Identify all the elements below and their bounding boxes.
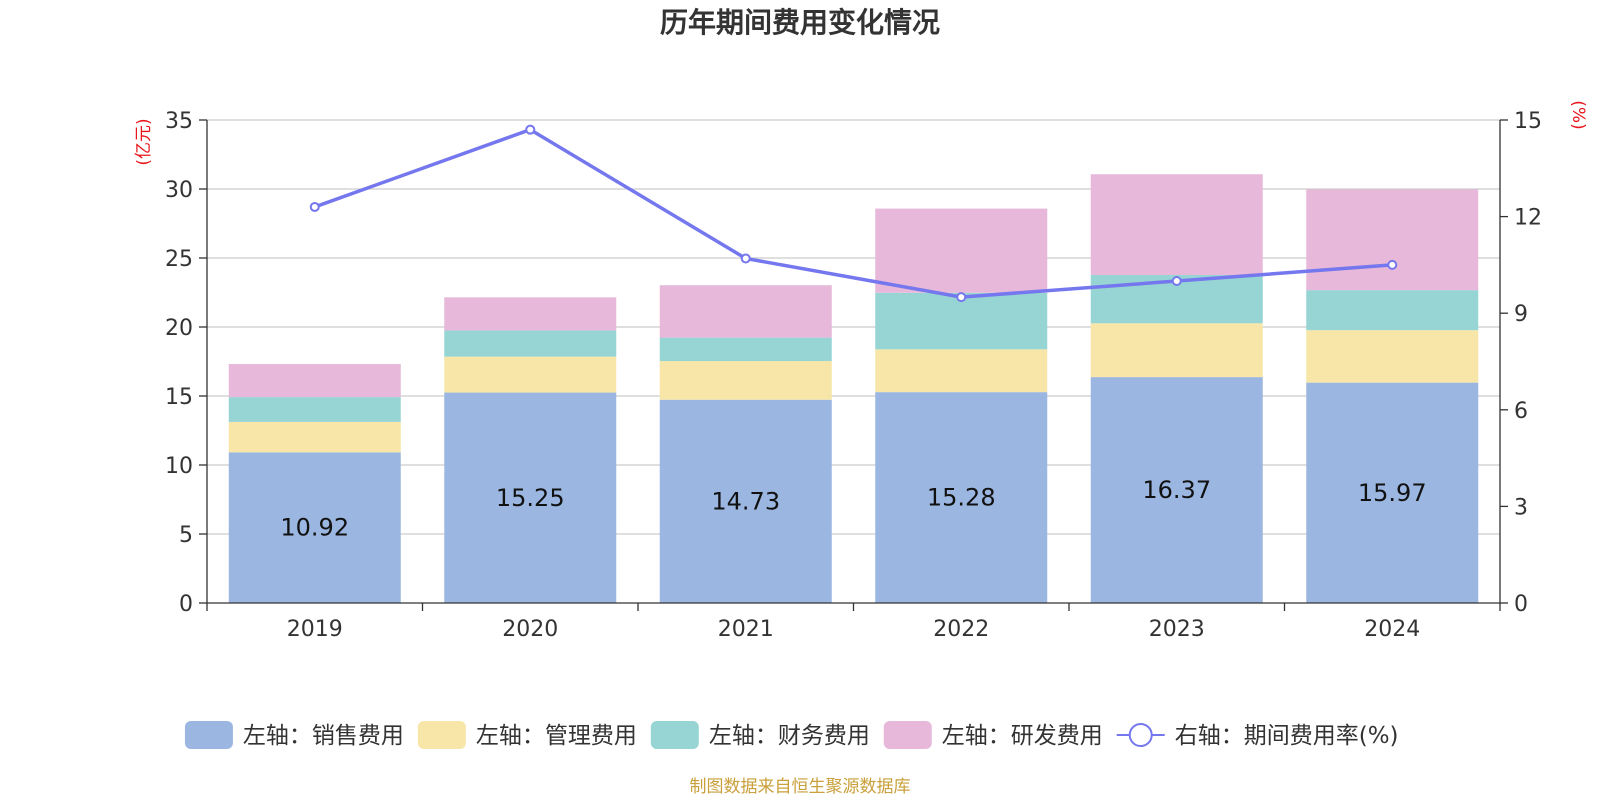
- left-tick-label: 20: [165, 316, 193, 341]
- rate-line-path: [314, 127, 1393, 299]
- chart-title: 历年期间费用变化情况: [660, 6, 940, 39]
- legend-swatch: [184, 721, 233, 749]
- legend-label: 左轴：研发费用: [942, 723, 1103, 749]
- legend-label: 左轴：管理费用: [476, 723, 637, 749]
- left-tick-label: 35: [165, 109, 193, 134]
- bar-segment: [875, 208, 1048, 293]
- bar-segment: [444, 297, 617, 331]
- bar-value-label: 14.73: [711, 487, 780, 515]
- bar-segment: [875, 292, 1048, 350]
- bars: 10.92 15.25 14.73 15.28 16.37 15.97: [228, 174, 1479, 603]
- bar-segment: [875, 349, 1048, 393]
- right-tick-label: 15: [1514, 109, 1542, 134]
- legend-label: 左轴：财务费用: [709, 723, 870, 749]
- axes: 0 5 10 15 20 25 30 35 0 3 6 9 12 15 2019 2020 2021 2022 20…: [165, 109, 1542, 642]
- left-tick-label: 25: [165, 247, 193, 272]
- rate-point: [525, 124, 536, 135]
- right-tick-label: 0: [1514, 592, 1528, 617]
- rate-point: [309, 201, 320, 212]
- rate-point: [740, 253, 751, 264]
- left-tick-label: 5: [179, 523, 193, 548]
- bar-segment: [659, 399, 832, 603]
- legend-item: 左轴：财务费用: [650, 721, 870, 749]
- left-tick-label: 10: [165, 454, 193, 479]
- x-tick-label: 2023: [1149, 617, 1205, 642]
- left-tick-label: 15: [165, 385, 193, 410]
- right-tick-label: 3: [1514, 495, 1528, 520]
- bar-segment: [1090, 323, 1263, 378]
- grid: [207, 119, 1500, 535]
- bar-value-label: 10.92: [280, 514, 349, 542]
- bar-segment: [228, 421, 401, 453]
- bar-value-label: 15.25: [496, 484, 565, 512]
- right-tick-label: 12: [1514, 206, 1542, 231]
- legend-label: 左轴：销售费用: [243, 723, 404, 749]
- bar-value-label: 15.97: [1358, 479, 1427, 507]
- bar-segment: [1090, 174, 1263, 275]
- legend-swatch: [650, 721, 699, 749]
- rate-point: [1171, 276, 1182, 286]
- bar-segment: [1306, 189, 1479, 291]
- x-tick-label: 2020: [502, 617, 558, 642]
- bar-segment: [875, 392, 1048, 603]
- right-tick-label: 9: [1514, 302, 1528, 327]
- bar-segment: [1306, 290, 1479, 331]
- bar-value-label: 16.37: [1142, 476, 1211, 504]
- bar-segment: [228, 397, 401, 422]
- x-tick-label: 2019: [287, 617, 343, 642]
- x-tick-label: 2024: [1364, 617, 1420, 642]
- bar-segment: [228, 452, 401, 603]
- left-tick-label: 30: [165, 178, 193, 203]
- bar-value-label: 15.28: [927, 484, 996, 512]
- bar-segment: [659, 361, 832, 400]
- bar-segment: [444, 356, 617, 393]
- legend: 左轴：销售费用 左轴：管理费用 左轴：财务费用 左轴：研发费用 右轴：期间费用率(%): [184, 721, 1399, 749]
- legend-item: 左轴：管理费用: [417, 721, 637, 749]
- legend-swatch: [417, 721, 466, 749]
- bar-segment: [444, 392, 617, 603]
- bar-segment: [659, 337, 832, 362]
- right-tick-label: 6: [1514, 399, 1528, 424]
- legend-item: 右轴：期间费用率(%): [1116, 723, 1399, 749]
- rate-line: [309, 124, 1398, 303]
- legend-label: 右轴：期间费用率(%): [1175, 723, 1399, 749]
- right-axis-unit: (%): [1568, 100, 1588, 129]
- x-tick-label: 2022: [933, 617, 989, 642]
- bar-segment: [1306, 382, 1479, 603]
- legend-swatch: [883, 721, 932, 749]
- legend-marker: [1128, 723, 1153, 747]
- source-note: 制图数据来自恒生聚源数据库: [690, 777, 911, 797]
- bar-segment: [444, 330, 617, 357]
- bar-segment: [659, 285, 832, 338]
- rate-point: [956, 292, 967, 303]
- left-axis-unit: (亿元): [134, 118, 154, 165]
- left-tick-label: 0: [179, 592, 193, 617]
- rate-point: [1387, 259, 1398, 270]
- bar-segment: [1090, 377, 1263, 603]
- x-tick-label: 2021: [718, 617, 774, 642]
- bar-segment: [1306, 330, 1479, 383]
- legend-item: 左轴：销售费用: [184, 721, 404, 749]
- legend-item: 左轴：研发费用: [883, 721, 1103, 749]
- bar-segment: [228, 363, 401, 398]
